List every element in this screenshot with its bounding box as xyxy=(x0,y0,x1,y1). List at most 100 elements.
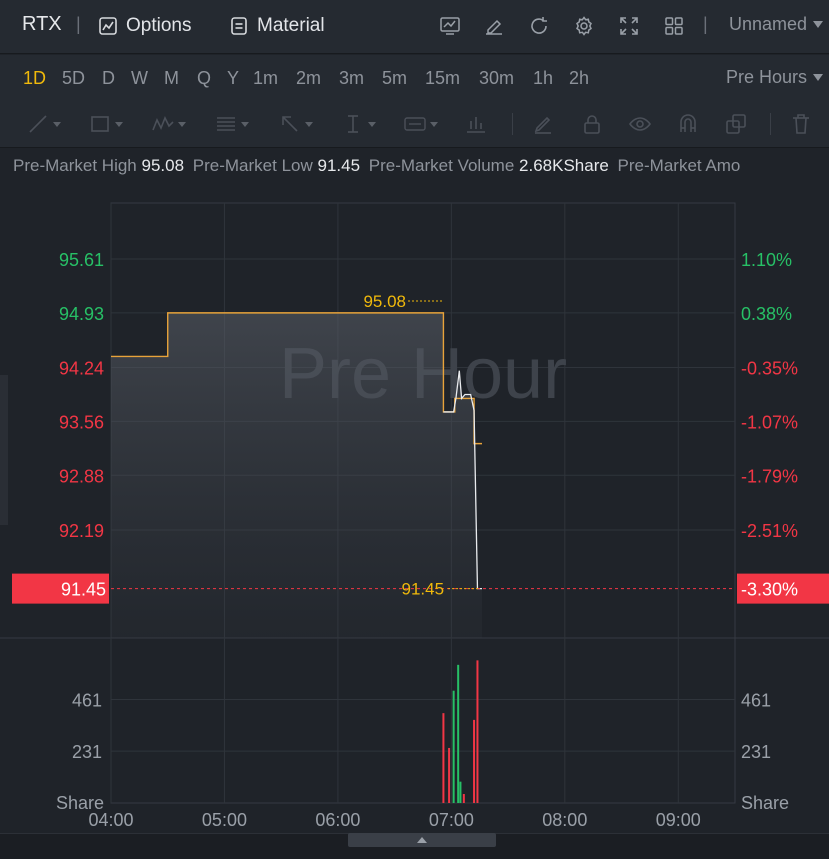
rectangle-tool[interactable] xyxy=(88,111,123,137)
period-M[interactable]: M xyxy=(164,68,179,88)
text-tool[interactable] xyxy=(341,111,376,137)
period-5D[interactable]: 5D xyxy=(62,68,86,88)
measure-tool[interactable] xyxy=(464,111,488,137)
lock-icon xyxy=(584,115,600,134)
time-tick-label: 08:00 xyxy=(542,810,587,830)
period-2m[interactable]: 2m xyxy=(296,68,322,88)
magnet-tool[interactable] xyxy=(676,111,700,137)
price-tick-label: 92.88 xyxy=(59,466,104,486)
delete-tool[interactable] xyxy=(789,111,813,137)
options-label: Options xyxy=(126,15,192,36)
low-marker-label: 91.45 xyxy=(402,580,445,599)
period-3m[interactable]: 3m xyxy=(339,68,365,88)
label-icon xyxy=(404,117,426,131)
session-label: Pre Hours xyxy=(725,67,807,87)
price-line xyxy=(443,370,482,590)
volume-tick-label: 231 xyxy=(72,742,102,762)
pencil-chart-icon xyxy=(486,19,502,35)
material-button[interactable]: Material xyxy=(229,12,325,40)
price-tick-label: 94.24 xyxy=(59,359,104,379)
high-value: 95.08 xyxy=(141,156,185,175)
period-bar: 1D 5D D W M Q Y 1m 2m 3m 5m 15m 30m 1h 2… xyxy=(0,55,829,101)
time-tick-label: 04:00 xyxy=(88,810,133,830)
session-dropdown[interactable]: Pre Hours xyxy=(726,67,823,88)
top-bar: RTX | Options Material xyxy=(0,0,829,54)
monitor-chart-icon xyxy=(440,17,460,35)
pattern-tool[interactable] xyxy=(151,111,186,137)
volume-tick-label: 461 xyxy=(741,690,771,710)
volume-bar xyxy=(452,690,455,803)
layout-name-dropdown[interactable]: Unnamed xyxy=(729,14,823,35)
volume-value: 2.68KShare xyxy=(519,156,609,175)
volume-bar xyxy=(462,794,465,803)
pct-tick-label: 0.38% xyxy=(741,304,792,324)
current-pct-tag xyxy=(737,573,829,604)
edit-button[interactable] xyxy=(481,13,507,39)
brush-tool[interactable] xyxy=(531,111,555,137)
period-30m[interactable]: 30m xyxy=(479,68,515,88)
chevron-up-icon xyxy=(417,837,427,843)
price-chart[interactable]: Pre Hour95.0891.45-3.30%91.4595.611.10%9… xyxy=(0,183,829,833)
expand-icon xyxy=(620,17,638,35)
clone-tool[interactable] xyxy=(724,111,748,137)
bar-chart-icon xyxy=(467,117,485,133)
period-5m[interactable]: 5m xyxy=(382,68,408,88)
chart-area[interactable]: Pre Hour95.0891.45-3.30%91.4595.611.10%9… xyxy=(0,183,829,859)
separator: | xyxy=(76,14,81,34)
visibility-tool[interactable] xyxy=(628,111,652,137)
current-pct-label: -3.30% xyxy=(741,580,798,600)
lock-tool[interactable] xyxy=(580,111,604,137)
fibonacci-tool[interactable] xyxy=(214,111,249,137)
period-W[interactable]: W xyxy=(131,68,148,88)
period-Q[interactable]: Q xyxy=(197,68,212,88)
options-button[interactable]: Options xyxy=(98,12,191,40)
drawing-toolbar xyxy=(0,101,829,148)
ticker-symbol[interactable]: RTX xyxy=(22,13,62,35)
amount-label: Pre-Market Amo xyxy=(617,156,741,175)
left-panel-handle[interactable] xyxy=(0,375,8,525)
low-value: 91.45 xyxy=(317,156,361,175)
current-price-tag xyxy=(12,573,109,604)
time-tick-label: 09:00 xyxy=(656,810,701,830)
fullscreen-button[interactable] xyxy=(616,13,642,39)
zigzag-icon xyxy=(152,116,174,131)
layout-button[interactable] xyxy=(661,13,687,39)
caret-down-icon xyxy=(813,74,823,81)
volume-bar xyxy=(442,713,445,803)
period-1D[interactable]: 1D xyxy=(23,68,47,88)
volume-bar xyxy=(457,664,460,803)
line-icon xyxy=(29,115,47,133)
settings-button[interactable] xyxy=(571,13,597,39)
layout-name: Unnamed xyxy=(728,14,807,34)
text-cursor-icon xyxy=(348,115,358,133)
period-15m[interactable]: 15m xyxy=(425,68,461,88)
magnet-icon xyxy=(680,114,696,132)
price-area xyxy=(111,312,482,638)
period-2h[interactable]: 2h xyxy=(569,68,590,88)
volume-bar xyxy=(459,781,462,803)
pen-icon xyxy=(534,116,551,134)
volume-bar xyxy=(473,719,476,803)
price-tick-label: 95.61 xyxy=(59,250,104,270)
material-label: Material xyxy=(257,15,325,36)
gear-icon xyxy=(576,16,592,36)
pct-tick-label: 1.10% xyxy=(741,250,792,270)
premarket-info-bar: Pre-Market High 95.08 Pre-Market Low 91.… xyxy=(0,149,829,183)
divider xyxy=(770,113,771,135)
trend-line-tool[interactable] xyxy=(26,111,61,137)
low-label: Pre-Market Low xyxy=(192,156,313,175)
price-label-tool[interactable] xyxy=(403,111,438,137)
period-1m[interactable]: 1m xyxy=(253,68,279,88)
refresh-button[interactable] xyxy=(526,13,552,39)
volume-label: Pre-Market Volume xyxy=(368,156,515,175)
scroll-handle[interactable] xyxy=(348,833,496,847)
volume-bar xyxy=(476,660,479,803)
period-Y[interactable]: Y xyxy=(227,68,240,88)
indicator-button[interactable] xyxy=(437,13,463,39)
arrow-tool[interactable] xyxy=(278,111,313,137)
period-D[interactable]: D xyxy=(102,68,115,88)
period-1h[interactable]: 1h xyxy=(533,68,554,88)
trash-icon xyxy=(793,114,809,134)
time-tick-label: 07:00 xyxy=(429,810,474,830)
pct-tick-label: -1.07% xyxy=(741,412,798,432)
